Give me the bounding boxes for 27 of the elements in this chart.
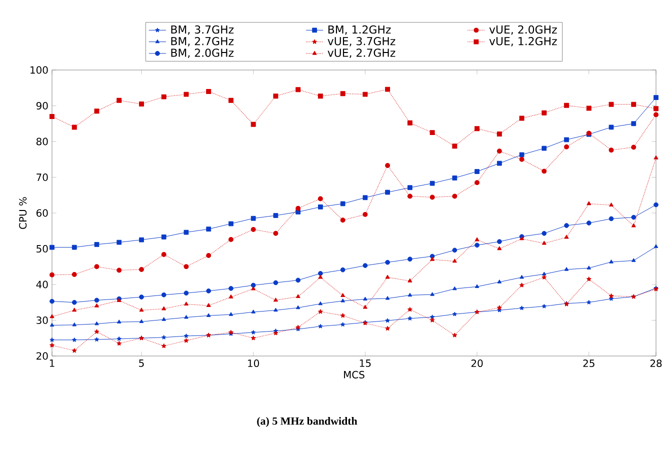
x-tick-label: 20 [471, 360, 483, 368]
legend-label: BM, 3.7GHz [171, 25, 234, 35]
y-axis-title: CPU % [19, 197, 27, 229]
legend-label: vUE, 1.2GHz [489, 37, 557, 46]
x-tick-label: 10 [248, 360, 260, 368]
y-tick-label: 40 [36, 280, 48, 288]
y-tick-label: 70 [36, 173, 48, 182]
y-tick-label: 50 [36, 244, 48, 253]
text: (a) 5 MHz bandwidth [257, 417, 358, 427]
legend-label: vUE, 2.0GHz [489, 25, 557, 35]
x-tick-label: 5 [139, 360, 144, 367]
legend-label: BM, 2.0GHz [171, 48, 234, 58]
legend-label: vUE, 3.7GHz [328, 37, 396, 46]
y-tick-label: 30 [36, 316, 48, 324]
x-tick-label: 25 [583, 360, 594, 368]
x-tick-label: 1 [50, 360, 54, 367]
legend-label: vUE, 2.7GHz [328, 48, 396, 58]
y-tick-label: 80 [36, 138, 48, 146]
legend-label: BM, 1.2GHz [328, 25, 391, 35]
y-tick-label: 20 [36, 352, 48, 360]
legend-label: BM, 2.7GHz [171, 37, 234, 46]
x-axis-title: MCS [344, 370, 364, 378]
y-tick-label: 60 [36, 209, 48, 217]
y-tick-label: 100 [30, 66, 48, 74]
x-tick-label: 28 [650, 360, 662, 368]
y-tick-label: 90 [36, 102, 48, 110]
x-tick-label: 15 [360, 360, 371, 367]
